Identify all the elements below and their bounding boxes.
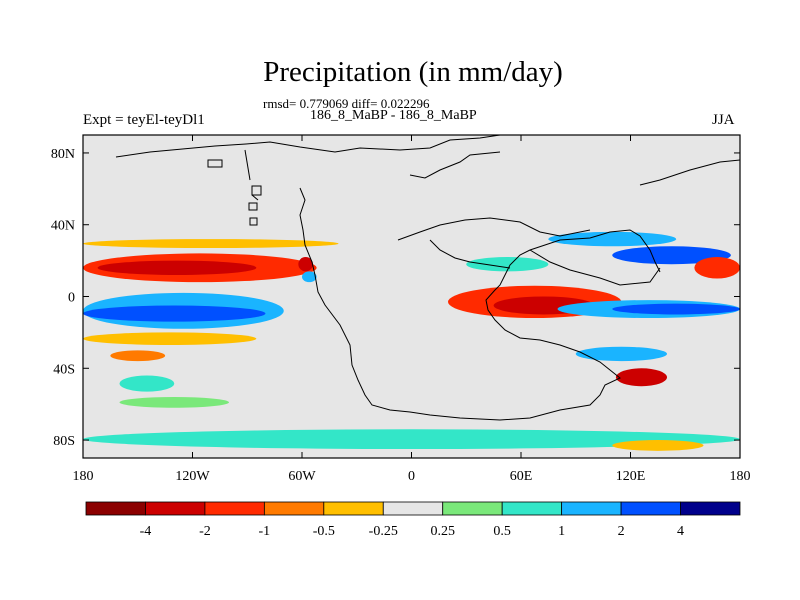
island-1: [207, 159, 223, 168]
colorbar-box: [204, 501, 265, 516]
x-tick-label: 120E: [616, 469, 646, 484]
anomaly-region-24: [466, 257, 549, 272]
colorbar-label: -0.25: [369, 524, 398, 539]
anomaly-region-18: [612, 303, 740, 315]
colorbar-box: [680, 501, 741, 516]
colorbar-label: -1: [259, 524, 271, 539]
tethys-coastline: [397, 217, 661, 286]
y-axis: 80N 40N 0 40S 80S: [51, 147, 740, 449]
anomaly-region-5: [83, 224, 229, 243]
y-tick-label: 0: [68, 291, 75, 306]
colorbar-label: 4: [677, 524, 684, 539]
colorbar-label: 1: [558, 524, 565, 539]
x-tick-label: 60E: [510, 469, 533, 484]
anomaly-region-3: [298, 257, 313, 272]
anomaly-region-6: [83, 239, 339, 249]
chart-title: Precipitation (in mm/day): [263, 56, 563, 88]
x-tick-label: 180: [730, 469, 751, 484]
season-label: JJA: [712, 112, 735, 128]
anomaly-layer: [83, 224, 740, 451]
anomaly-region-9: [83, 332, 257, 345]
colorbar-box: [263, 501, 325, 516]
anomaly-region-13: [83, 429, 740, 450]
colorbar-box: [620, 501, 681, 516]
anomaly-region-8: [83, 305, 266, 322]
colorbar-box: [501, 501, 563, 516]
colorbar-label: -4: [140, 524, 152, 539]
island-3: [248, 202, 258, 211]
anomaly-region-11: [119, 375, 175, 392]
colorbar-label: 0.25: [430, 524, 455, 539]
colorbar-label: -2: [199, 524, 211, 539]
stats-line: rmsd= 0.779069 diff= 0.022296: [263, 96, 430, 111]
island-4: [249, 217, 258, 226]
colorbar-box: [85, 501, 146, 516]
west-pangea-coastline: [244, 149, 661, 421]
colorbar-box: [382, 501, 444, 516]
coastline-layer: [115, 135, 740, 421]
x-tick-label: 120W: [175, 469, 210, 484]
anomaly-region-4: [302, 271, 317, 283]
x-tick-label: 180: [73, 469, 94, 484]
colorbar-label: 2: [618, 524, 625, 539]
anomaly-region-14: [612, 440, 704, 451]
colorbar-box: [145, 501, 206, 516]
island-2: [251, 185, 262, 196]
anomaly-region-12: [119, 396, 229, 408]
anomaly-region-23: [575, 346, 667, 362]
colorbar-box: [561, 501, 622, 516]
colorbar-box: [323, 501, 384, 516]
x-tick-label: 0: [408, 469, 415, 484]
anomaly-region-2: [119, 264, 189, 274]
colorbar-label: -0.5: [313, 524, 335, 539]
y-tick-label: 40N: [51, 219, 75, 234]
colorbar-box: [442, 501, 503, 516]
x-tick-label: 60W: [288, 469, 316, 484]
anomaly-region-10: [110, 350, 166, 362]
y-tick-label: 40S: [53, 362, 75, 377]
colorbar: -4 -2 -1 -0.5 -0.25 0.25 0.5 1 2 4: [85, 501, 741, 539]
anomaly-region-20: [694, 257, 740, 279]
x-axis: 180 120W 60W 0 60E 120E 180: [73, 135, 751, 484]
anomaly-region-19: [612, 246, 731, 265]
y-tick-label: 80N: [51, 147, 75, 162]
experiment-label: Expt = teyEl-teyDl1: [83, 112, 205, 128]
y-tick-label: 80S: [53, 434, 75, 449]
anomaly-region-22: [615, 368, 667, 387]
north-pangea-coastline: [115, 135, 740, 186]
case-line: 186_8_MaBP - 186_8_MaBP: [310, 108, 477, 123]
colorbar-label: 0.5: [493, 524, 511, 539]
